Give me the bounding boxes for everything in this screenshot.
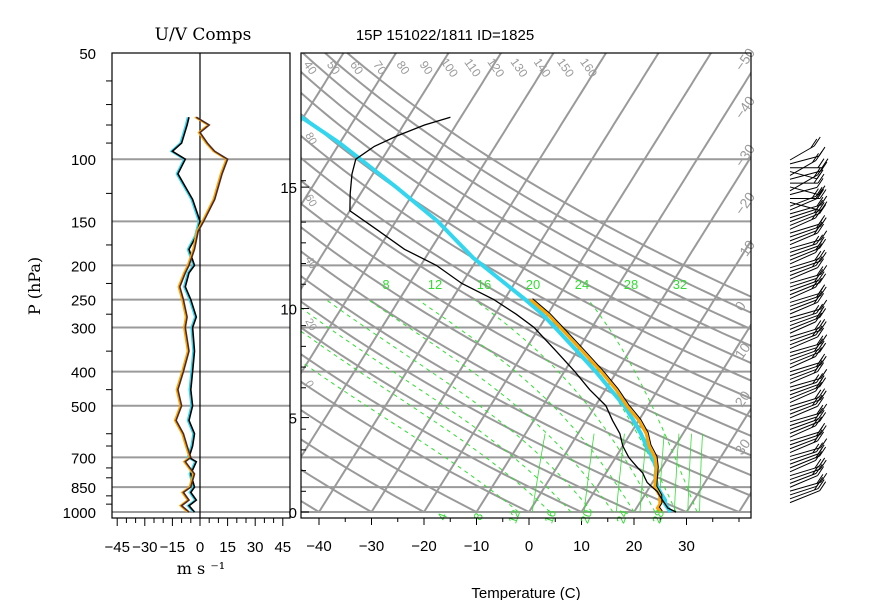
left-panel-title: U/V Comps bbox=[155, 25, 252, 45]
temperature-tick-label: 30 bbox=[678, 538, 695, 555]
adiabat-label: 120 bbox=[484, 55, 507, 80]
height-tick-label: 0 bbox=[289, 505, 297, 522]
right-panel-xlabel: Temperature (C) bbox=[471, 585, 580, 600]
temperature-tick-label: −30 bbox=[359, 538, 384, 555]
mixing-ratio-line bbox=[688, 434, 692, 512]
wind-barb-flag bbox=[817, 373, 823, 382]
isotherm-line bbox=[424, 53, 711, 512]
adiabat-label: 80 bbox=[394, 58, 413, 77]
isotherm-line bbox=[0, 53, 134, 512]
temperature-tick-label: 10 bbox=[573, 538, 590, 555]
isotherm-right-label: −50 bbox=[731, 45, 758, 74]
left-plot-frame bbox=[112, 53, 290, 518]
pressure-tick-label: 100 bbox=[71, 152, 96, 169]
wind-barb-flag bbox=[817, 304, 823, 313]
wind-barb-flag bbox=[820, 239, 826, 248]
isotherm-right-label: −10 bbox=[731, 237, 758, 266]
pressure-tick-label: 50 bbox=[79, 46, 96, 63]
mixing-ratio-label: 32 bbox=[673, 277, 687, 292]
isotherm-line bbox=[4, 53, 291, 512]
isotherm-line bbox=[687, 53, 887, 512]
isotherm-edge-label: 80 bbox=[302, 131, 319, 148]
left-panel-ylabel: P (hPa) bbox=[25, 257, 44, 315]
wind-x-tick-label: 45 bbox=[274, 539, 291, 556]
adiabat-label: 90 bbox=[417, 58, 436, 77]
mixing-ratio-label: 12 bbox=[428, 277, 442, 292]
mixing-ratio-line bbox=[532, 434, 545, 512]
temperature-tick-label: −10 bbox=[464, 538, 489, 555]
dry-adiabat-line bbox=[0, 53, 319, 512]
pressure-tick-label: 500 bbox=[71, 399, 96, 416]
isotherm-edge-label: 40 bbox=[302, 255, 319, 272]
mixing-ratio-label: 16 bbox=[477, 277, 491, 292]
pressure-tick-label: 200 bbox=[71, 258, 96, 275]
moist-adiabat-label: 20 bbox=[577, 508, 595, 526]
isotherm-right-label: −30 bbox=[731, 141, 758, 170]
wind-barb-flag bbox=[820, 204, 826, 213]
wind-barb-flag bbox=[820, 274, 826, 283]
pressure-tick-label: 1000 bbox=[63, 505, 96, 522]
height-tick-label: 10 bbox=[280, 302, 297, 319]
temperature-tick-label: 0 bbox=[525, 538, 533, 555]
mixing-ratio-label: 24 bbox=[575, 277, 589, 292]
height-tick-label: 5 bbox=[289, 411, 297, 428]
height-tick-label: 15 bbox=[280, 180, 297, 197]
pressure-tick-label: 400 bbox=[71, 365, 96, 382]
isotherm-line bbox=[214, 53, 501, 512]
pressure-tick-label: 300 bbox=[71, 321, 96, 338]
mixing-ratio-label: 28 bbox=[624, 277, 638, 292]
adiabat-label: 100 bbox=[438, 55, 461, 80]
temperature-tick-label: −40 bbox=[306, 538, 331, 555]
pressure-tick-label: 700 bbox=[71, 450, 96, 467]
mixing-ratio-label: 8 bbox=[382, 277, 389, 292]
wind-barb-flag bbox=[820, 447, 826, 456]
temperature-tick-label: −20 bbox=[411, 538, 436, 555]
wind-x-tick-label: −15 bbox=[160, 539, 185, 556]
wind-x-tick-label: 0 bbox=[196, 539, 204, 556]
dry-adiabat-line bbox=[0, 53, 529, 512]
wind-x-tick-label: −30 bbox=[132, 539, 157, 556]
wind-barb-flag bbox=[817, 443, 823, 452]
dry-adiabat-line bbox=[303, 53, 887, 512]
pressure-tick-label: 850 bbox=[71, 480, 96, 497]
wind-barb-flag bbox=[817, 235, 823, 244]
adiabat-label: 160 bbox=[577, 55, 600, 80]
wind-barb-flag bbox=[820, 378, 826, 387]
dry-adiabat-line bbox=[58, 53, 687, 512]
left-panel-xlabel: m s ⁻¹ bbox=[177, 559, 225, 578]
wind-x-tick-label: 15 bbox=[219, 539, 236, 556]
isotherm-right-label: 10 bbox=[731, 340, 753, 362]
mixing-ratio-label: 20 bbox=[526, 277, 540, 292]
temperature-tick-label: 20 bbox=[626, 538, 643, 555]
dry-adiabat-line bbox=[13, 53, 582, 512]
wind-barb-flag bbox=[820, 308, 826, 317]
pressure-tick-label: 150 bbox=[71, 214, 96, 231]
isotherm-right-label: −20 bbox=[731, 189, 758, 218]
wind-x-tick-label: 30 bbox=[247, 539, 264, 556]
wind-barb-flag bbox=[820, 343, 826, 352]
wind-x-tick-label: −45 bbox=[104, 539, 129, 556]
wind-barb-flag bbox=[821, 162, 827, 171]
pressure-tick-label: 250 bbox=[71, 293, 96, 310]
skewt-panel: 15P 151022/1811 ID=1825 Temperature (C) … bbox=[0, 27, 887, 600]
wind-barb-flag bbox=[820, 482, 826, 491]
adiabat-label: 130 bbox=[508, 55, 531, 80]
wind-barbs bbox=[790, 137, 828, 503]
mixing-ratio-line bbox=[700, 434, 703, 512]
moist-adiabat-label: 28 bbox=[649, 508, 667, 526]
right-panel-title: 15P 151022/1811 ID=1825 bbox=[356, 27, 534, 44]
adiabat-label: 150 bbox=[554, 55, 577, 80]
moist-adiabat-label: 12 bbox=[505, 508, 523, 526]
dry-adiabat-line bbox=[236, 53, 887, 512]
adiabat-label: 110 bbox=[461, 56, 484, 80]
moist-adiabat-label: 16 bbox=[541, 508, 559, 526]
wind-barb-flag bbox=[820, 412, 826, 421]
wind-components-panel: U/V Comps P (hPa) m s ⁻¹ 501001502002503… bbox=[25, 25, 291, 578]
